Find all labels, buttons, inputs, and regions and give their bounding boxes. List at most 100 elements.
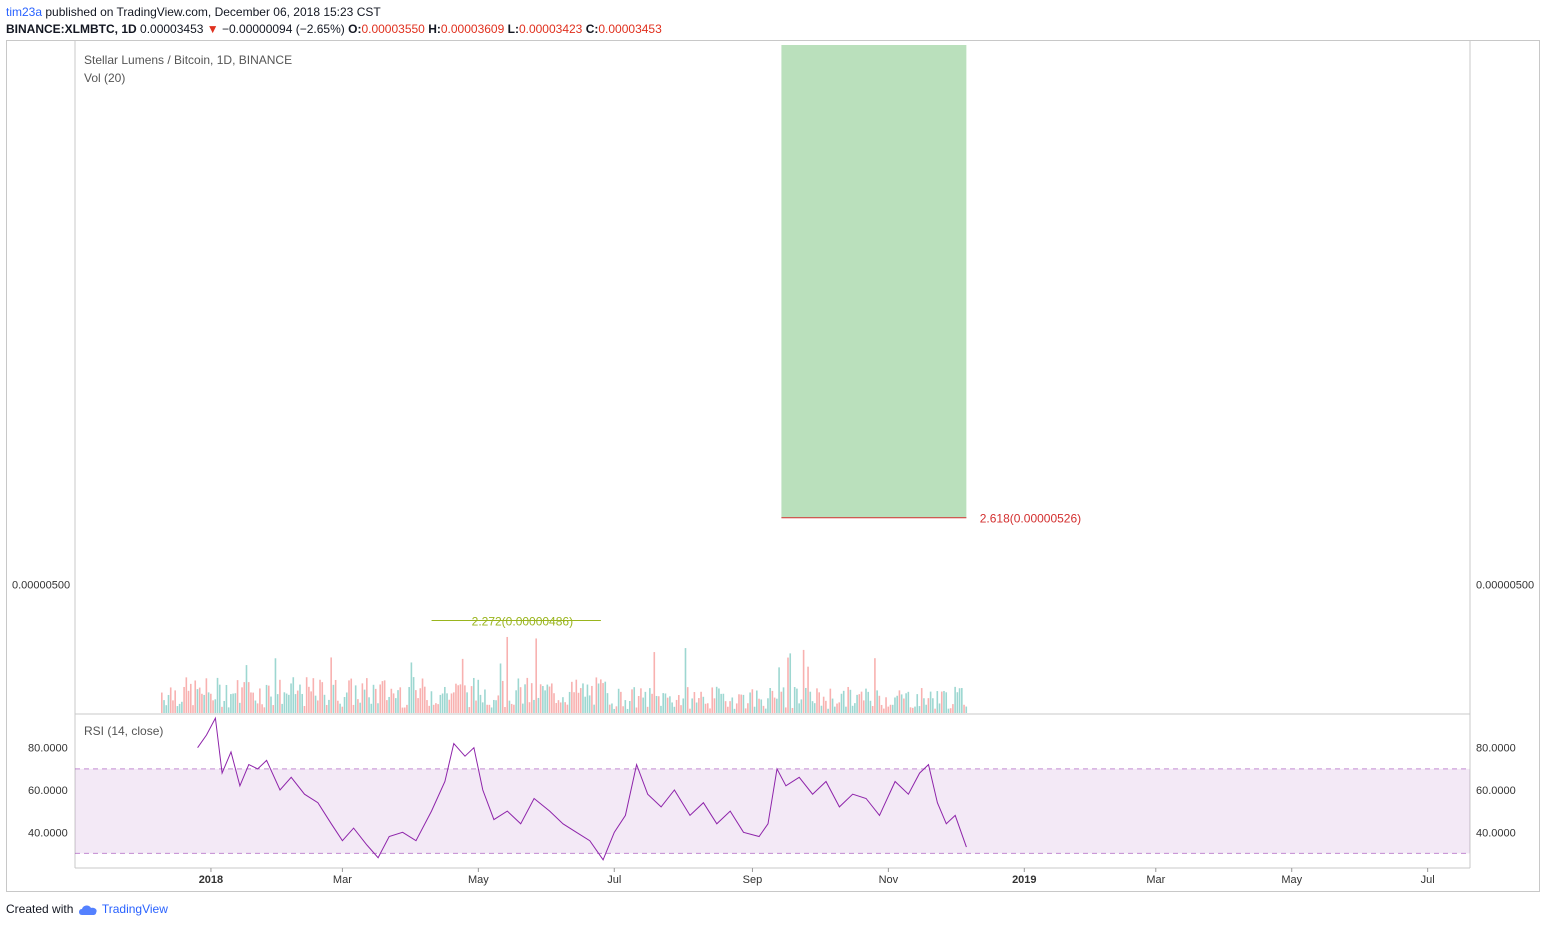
volume-bar <box>301 693 304 713</box>
volume-bar <box>519 687 522 713</box>
rsi-pane: 80.0000 80.0000 60.0000 60.0000 40.0000 40.00… <box>28 716 1516 861</box>
volume-bar <box>310 691 312 713</box>
volume-bar <box>308 686 310 713</box>
volume-bar <box>366 678 368 713</box>
volume-bar <box>254 700 257 713</box>
volume-bar <box>854 703 856 713</box>
x-tick-label: Jul <box>1421 874 1435 886</box>
price-axis[interactable]: 0.000070000.000070000.000065000.00006500… <box>12 0 1534 592</box>
volume-bar <box>822 696 825 713</box>
volume-bar <box>243 682 246 713</box>
x-tick-label: Sep <box>743 874 763 886</box>
chart-frame[interactable] <box>6 40 1540 892</box>
volume-bar <box>903 698 905 713</box>
volume-bar <box>250 692 252 713</box>
volume-bar <box>923 698 925 713</box>
close-value: 0.00003453 <box>598 22 662 36</box>
low-label: L: <box>507 22 519 36</box>
time-axis[interactable]: 2018 Mar May Jul Sep Nov 2019 Mar May Jul <box>199 868 1435 886</box>
volume-bar <box>787 657 789 713</box>
volume-bar <box>294 694 297 713</box>
fib-level-label: 2.618(0.00000526) <box>980 512 1081 526</box>
volume-bar <box>176 706 179 713</box>
volume-bar <box>606 693 609 713</box>
volume-bar <box>305 677 308 713</box>
volume-bar <box>771 690 774 713</box>
volume-bar <box>218 684 221 713</box>
volume-bar <box>889 704 892 713</box>
volume-bar <box>466 692 468 713</box>
x-tick-label: 2018 <box>199 874 223 886</box>
volume-bar <box>444 686 446 713</box>
volume-bar <box>945 692 948 713</box>
volume-bar <box>845 706 847 713</box>
volume-bar <box>216 677 219 713</box>
volume-bar <box>441 693 444 713</box>
volume-bar <box>847 686 849 713</box>
volume-bar <box>501 680 504 713</box>
rsi-band <box>75 768 1470 854</box>
tradingview-brand-link[interactable]: TradingView <box>101 902 168 916</box>
tradingview-cloud-icon <box>78 905 97 915</box>
volume-bar <box>798 703 800 713</box>
volume-bar <box>337 700 339 713</box>
volume-bar <box>932 698 934 713</box>
volume-bar <box>357 699 359 713</box>
volume-bar <box>548 686 551 713</box>
volume-bar <box>290 683 292 713</box>
rsi-line <box>197 716 967 861</box>
volume-bar <box>288 694 290 713</box>
last-price: 0.00003453 <box>140 22 204 36</box>
volume-bar <box>573 692 575 713</box>
volume-bar <box>756 690 758 713</box>
volume-bar <box>700 691 702 713</box>
volume-bar <box>566 704 569 713</box>
volume-bar <box>426 700 428 713</box>
volume-bar <box>457 685 459 713</box>
volume-bar <box>352 704 355 713</box>
volume-bar <box>214 699 217 713</box>
volume-bar <box>809 691 812 713</box>
volume-bar <box>733 708 736 713</box>
volume-bar <box>562 697 564 713</box>
volume-bar <box>735 703 738 713</box>
volume-bar <box>383 680 386 713</box>
volume-bar <box>510 703 513 713</box>
volume-bar <box>479 694 482 713</box>
volume-bar <box>949 708 952 713</box>
volume-bar <box>874 658 876 713</box>
volume-bar <box>328 699 330 713</box>
volume-bar <box>807 666 809 713</box>
change-value: −0.00000094 (−2.65%) <box>222 22 345 36</box>
volume-bar <box>934 708 936 713</box>
volume-bar <box>651 693 653 713</box>
volume-bar <box>189 683 192 713</box>
volume-bar <box>513 704 515 713</box>
rsi-tick-label-right: 60.0000 <box>1476 785 1516 797</box>
volume-bar <box>813 703 816 713</box>
volume-bar <box>270 696 272 713</box>
open-value: 0.00003550 <box>361 22 425 36</box>
volume-bar <box>896 695 898 713</box>
volume-bar <box>965 706 968 713</box>
volume-bar <box>550 683 553 713</box>
volume-bar <box>363 689 366 713</box>
volume-bar <box>564 702 566 713</box>
volume-bar <box>508 700 511 713</box>
volume-bar <box>883 708 885 713</box>
volume-bar <box>261 704 263 713</box>
author-link[interactable]: tim23a <box>6 5 43 19</box>
volume-bar <box>938 703 941 713</box>
volume-bar <box>867 691 870 713</box>
x-tick-label: Mar <box>333 874 352 886</box>
volume-bar <box>437 704 439 713</box>
volume-bar <box>493 699 495 713</box>
volume-bar <box>767 698 769 713</box>
volume-bar <box>838 702 841 713</box>
volume-bar <box>341 706 344 713</box>
volume-bar <box>161 692 163 713</box>
volume-bar <box>374 688 377 713</box>
volume-bar <box>546 684 549 713</box>
volume-bar <box>657 696 660 713</box>
